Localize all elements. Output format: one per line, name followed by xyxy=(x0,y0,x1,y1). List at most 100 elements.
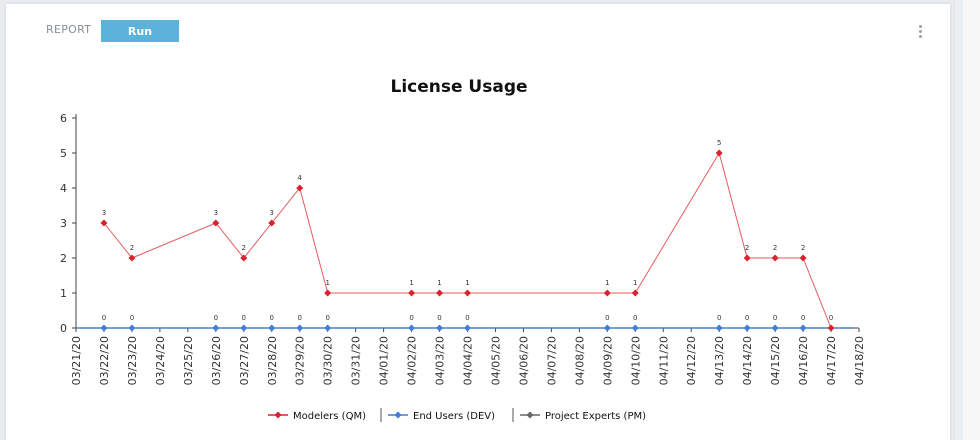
data-point xyxy=(771,254,779,262)
right-scroll-area xyxy=(954,0,980,440)
data-point xyxy=(268,219,276,227)
y-tick-label: 3 xyxy=(60,217,67,230)
run-button[interactable]: Run xyxy=(101,20,179,42)
data-point xyxy=(268,324,276,332)
data-point xyxy=(212,219,220,227)
data-label: 2 xyxy=(801,244,805,252)
x-tick-label: 03/23/20 xyxy=(126,336,139,385)
x-tick-label: 04/09/20 xyxy=(601,336,614,385)
x-tick-label: 04/03/20 xyxy=(434,336,447,385)
data-point xyxy=(631,289,639,297)
data-label: 0 xyxy=(409,314,413,322)
license-usage-chart: License Usage 0 1 2 3 4 5 6 03/21/20 03/22/20 03/… xyxy=(60,77,866,422)
data-label: 0 xyxy=(465,314,469,322)
data-label: 0 xyxy=(437,314,441,322)
data-label: 0 xyxy=(717,314,721,322)
x-tick-label: 04/18/20 xyxy=(853,336,866,385)
data-point xyxy=(464,289,471,297)
data-point xyxy=(296,184,304,192)
chart-title: License Usage xyxy=(390,77,527,97)
data-label: 3 xyxy=(102,209,106,217)
legend-item[interactable]: Modelers (QM) xyxy=(268,411,366,422)
x-tick-label: 03/29/20 xyxy=(294,336,307,385)
x-tick-label: 04/15/20 xyxy=(769,336,782,385)
data-point xyxy=(603,324,611,332)
data-label: 2 xyxy=(242,244,246,252)
x-tick-label: 04/11/20 xyxy=(657,336,670,385)
data-point xyxy=(799,324,807,332)
data-label: 0 xyxy=(325,314,329,322)
scroll-track[interactable] xyxy=(963,0,980,440)
legend-marker xyxy=(526,411,534,419)
data-point xyxy=(128,254,136,262)
plot-area: 0 1 2 3 4 5 6 03/21/20 03/22/20 03/23/20 03/24/20 0… xyxy=(60,112,866,385)
data-point xyxy=(827,324,835,332)
data-label: 0 xyxy=(297,314,301,322)
data-label: 0 xyxy=(773,314,777,322)
y-tick-label: 1 xyxy=(60,287,67,300)
data-label: 1 xyxy=(325,279,329,287)
data-point xyxy=(631,324,639,332)
x-tick-label: 04/08/20 xyxy=(573,336,586,385)
data-label: 1 xyxy=(633,279,637,287)
y-tick-label: 4 xyxy=(60,182,67,195)
legend-item[interactable]: End Users (DEV) xyxy=(388,411,495,422)
x-tick-label: 03/22/20 xyxy=(98,336,111,385)
legend-label: Project Experts (PM) xyxy=(545,411,646,422)
data-point xyxy=(324,324,332,332)
data-point xyxy=(436,324,444,332)
kebab-menu-icon[interactable] xyxy=(918,25,924,41)
data-point xyxy=(464,324,471,332)
y-tick-label: 6 xyxy=(60,112,67,125)
x-tick-label: 03/25/20 xyxy=(182,336,195,385)
data-label: 2 xyxy=(773,244,777,252)
data-point xyxy=(408,289,416,297)
x-tick-label: 03/21/20 xyxy=(70,336,83,385)
report-toolbar: REPORT Run xyxy=(6,4,950,44)
x-tick-label: 04/04/20 xyxy=(462,336,475,385)
data-point xyxy=(799,254,807,262)
data-point xyxy=(240,254,248,262)
data-label: 0 xyxy=(270,314,274,322)
data-point xyxy=(100,219,108,227)
data-point xyxy=(128,324,136,332)
series-line-0 xyxy=(103,151,832,329)
data-label: 0 xyxy=(829,314,833,322)
data-label: 0 xyxy=(130,314,134,322)
x-tick-label: 04/06/20 xyxy=(517,336,530,385)
data-label: 0 xyxy=(801,314,805,322)
data-point xyxy=(408,324,416,332)
legend-marker xyxy=(274,411,282,419)
x-tick-label: 04/01/20 xyxy=(378,336,391,385)
data-point xyxy=(100,324,108,332)
x-tick-label: 04/05/20 xyxy=(489,336,502,385)
data-label: 0 xyxy=(605,314,609,322)
data-point xyxy=(436,289,444,297)
x-tick-label: 04/13/20 xyxy=(713,336,726,385)
x-tick-label: 04/12/20 xyxy=(685,336,698,385)
data-label: 0 xyxy=(214,314,218,322)
data-label: 2 xyxy=(130,244,134,252)
data-label: 3 xyxy=(214,209,218,217)
legend-label: Modelers (QM) xyxy=(293,411,366,422)
y-tick-label: 0 xyxy=(60,322,67,335)
data-point xyxy=(771,324,779,332)
data-label: 0 xyxy=(633,314,637,322)
x-tick-label: 04/10/20 xyxy=(629,336,642,385)
legend-item[interactable]: Project Experts (PM) xyxy=(520,411,646,422)
data-label: 4 xyxy=(297,174,302,182)
data-label: 5 xyxy=(717,139,721,147)
legend-marker xyxy=(394,411,402,419)
data-point xyxy=(296,324,304,332)
data-point xyxy=(324,289,332,297)
data-point xyxy=(715,324,723,332)
y-tick-label: 2 xyxy=(60,252,67,265)
data-label: 0 xyxy=(745,314,749,322)
x-tick-label: 03/24/20 xyxy=(154,336,167,385)
legend-label: End Users (DEV) xyxy=(413,411,495,422)
x-tick-label: 04/14/20 xyxy=(741,336,754,385)
data-point xyxy=(743,254,751,262)
data-label: 0 xyxy=(242,314,246,322)
data-label: 2 xyxy=(745,244,749,252)
x-tick-label: 03/26/20 xyxy=(210,336,223,385)
